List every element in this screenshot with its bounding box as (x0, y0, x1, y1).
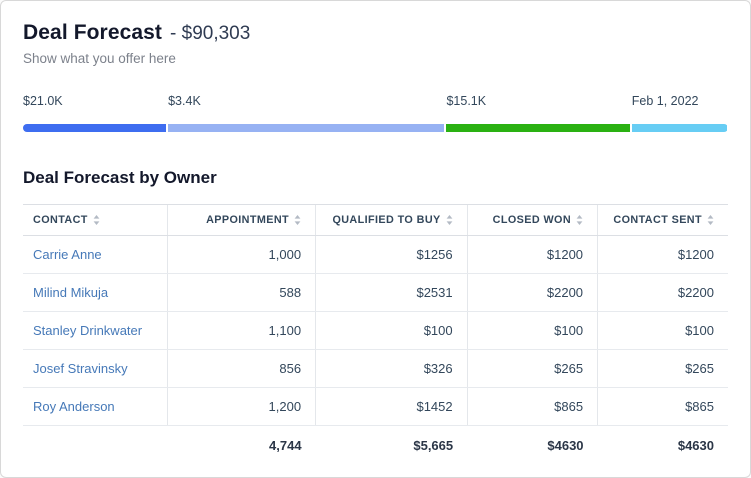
contact-cell: Roy Anderson (23, 387, 168, 426)
sort-icon[interactable] (707, 215, 714, 225)
qualified-cell: $326 (315, 349, 468, 388)
contact-cell: Josef Stravinsky (23, 349, 168, 388)
column-header-closed-won[interactable]: Closed Won (466, 204, 598, 236)
total-closed-won: $4630 (547, 438, 584, 453)
totals-empty-cell (23, 426, 168, 465)
progress-segment-2 (168, 124, 445, 132)
forecast-progress-bar (23, 124, 728, 132)
table-row: Milind Mikuja 588 $2531 $2200 $2200 (23, 273, 728, 312)
qualified-cell: $2531 (315, 273, 468, 312)
totals-row: 4,744 $5,665 $4630 $4630 (23, 426, 728, 465)
contact-link[interactable]: Milind Mikuja (33, 285, 109, 300)
closed-won-cell: $100 (466, 311, 598, 350)
appointment-cell: 588 (167, 273, 316, 312)
progress-label-date: Feb 1, 2022 (631, 94, 699, 108)
closed-won-cell: $1200 (466, 235, 598, 274)
closed-won-cell: $2200 (466, 273, 598, 312)
contact-sent-cell: $1200 (597, 235, 728, 274)
total-qualified: $5,665 (413, 438, 454, 453)
contact-sent-cell: $865 (597, 387, 728, 426)
contact-cell: Carrie Anne (23, 235, 168, 274)
column-header-contact[interactable]: Contact (23, 204, 168, 236)
section-title: Deal Forecast by Owner (23, 168, 217, 187)
table-row: Carrie Anne 1,000 $1256 $1200 $1200 (23, 235, 728, 274)
page-subtitle: Show what you offer here (23, 51, 176, 66)
progress-label-appointment: $21.0K (23, 94, 63, 108)
appointment-cell: 856 (167, 349, 316, 388)
page-title: Deal Forecast (23, 21, 163, 44)
table-row: Josef Stravinsky 856 $326 $265 $265 (23, 349, 728, 388)
contact-sent-cell: $100 (597, 311, 728, 350)
contact-cell: Milind Mikuja (23, 273, 168, 312)
contact-link[interactable]: Stanley Drinkwater (33, 323, 143, 338)
sort-icon[interactable] (294, 215, 301, 225)
progress-label-closed-won: $15.1K (446, 94, 487, 108)
progress-label-qualified: $3.4K (168, 94, 201, 108)
column-header-contact-sent[interactable]: Contact Sent (597, 204, 728, 236)
contact-cell: Stanley Drinkwater (23, 311, 168, 350)
progress-segment-4 (631, 124, 727, 132)
closed-won-cell: $265 (466, 349, 598, 388)
total-appointment: 4,744 (269, 438, 302, 453)
table-row: Stanley Drinkwater 1,100 $100 $100 $100 (23, 311, 728, 350)
appointment-cell: 1,000 (167, 235, 316, 274)
contact-link[interactable]: Josef Stravinsky (33, 361, 128, 376)
contact-sent-cell: $265 (597, 349, 728, 388)
forecast-by-owner-table: Contact Appointment Qualified to Buy Clo… (23, 204, 728, 464)
column-header-appointment[interactable]: Appointment (167, 204, 316, 236)
contact-sent-cell: $2200 (597, 273, 728, 312)
table-row: Roy Anderson 1,200 $1452 $865 $865 (23, 387, 728, 426)
contact-link[interactable]: Carrie Anne (33, 247, 102, 262)
closed-won-cell: $865 (466, 387, 598, 426)
progress-labels: $21.0K $3.4K $15.1K Feb 1, 2022 (23, 94, 728, 108)
sort-icon[interactable] (93, 215, 100, 225)
total-contact-sent: $4630 (677, 438, 714, 453)
qualified-cell: $100 (315, 311, 468, 350)
appointment-cell: 1,100 (167, 311, 316, 350)
column-header-qualified-to-buy[interactable]: Qualified to Buy (315, 204, 468, 236)
table-header-row: Contact Appointment Qualified to Buy Clo… (23, 204, 728, 236)
sort-icon[interactable] (446, 215, 453, 225)
appointment-cell: 1,200 (167, 387, 316, 426)
sort-icon[interactable] (576, 215, 583, 225)
progress-segment-1 (23, 124, 167, 132)
forecast-total-amount: - $90,303 (170, 23, 251, 44)
progress-segment-3 (446, 124, 630, 132)
qualified-cell: $1452 (315, 387, 468, 426)
contact-link[interactable]: Roy Anderson (33, 399, 115, 414)
qualified-cell: $1256 (315, 235, 468, 274)
header: Deal Forecast - $90,303 (23, 21, 728, 45)
